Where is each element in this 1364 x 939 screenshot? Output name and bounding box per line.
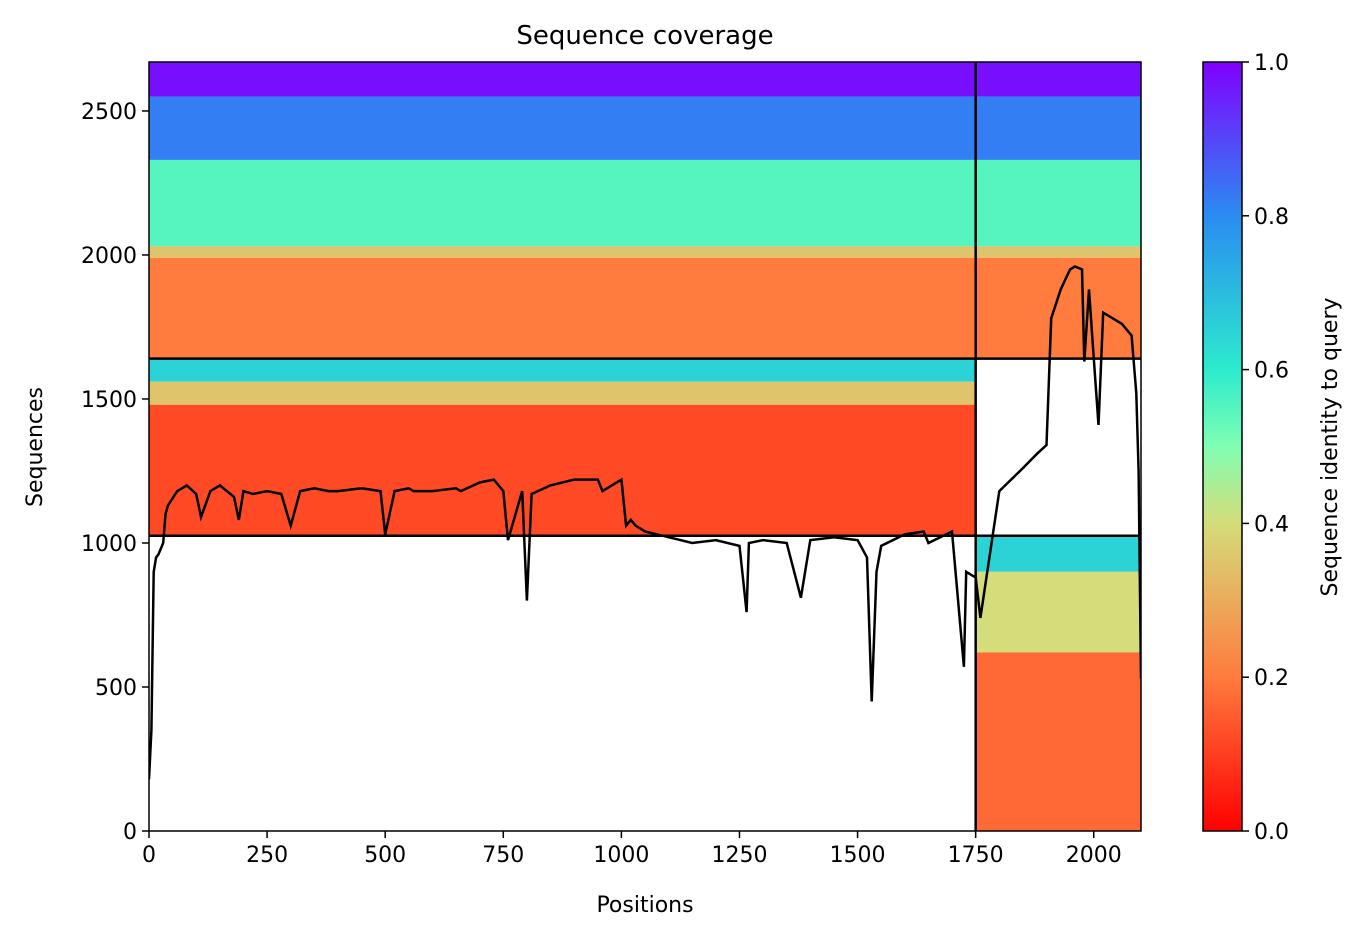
msa-band-paired [149,159,1141,247]
y-tick-label: 0 [123,820,137,845]
colorbar [1202,61,1243,832]
x-tick-label: 0 [142,843,156,868]
x-axis-title: Positions [596,893,693,918]
group-boundaries [149,62,1141,831]
msa-band-chain-A [149,381,976,405]
msa-band-chain-A [149,358,976,382]
msa-band-paired [149,257,1141,359]
colorbar-tick-label: 0.0 [1254,820,1289,845]
msa-band-chain-B [975,652,1141,831]
x-tick-label: 750 [482,843,524,868]
msa-heatmap [149,62,1141,831]
y-tick-label: 1000 [81,532,137,557]
msa-band-chain-B [975,535,1141,572]
colorbar-tick-label: 1.0 [1254,51,1289,76]
x-tick-label: 1500 [830,843,886,868]
colorbar-title: Sequence identity to query [1318,297,1343,596]
colorbar-tick-label: 0.2 [1254,666,1289,691]
x-tick-label: 250 [246,843,288,868]
chart-title: Sequence coverage [516,21,773,51]
y-tick-label: 1500 [81,388,137,413]
x-tick-label: 1250 [711,843,767,868]
y-axis: 0 500 1000 1500 2000 2500 [81,100,149,845]
y-tick-label: 500 [95,676,137,701]
x-tick-label: 2000 [1066,843,1122,868]
y-tick-label: 2000 [81,244,137,269]
x-tick-label: 1750 [948,843,1004,868]
colorbar-tick-label: 0.8 [1254,205,1289,230]
msa-band-chain-B [975,571,1141,653]
msa-band-chain-A [149,404,976,536]
colorbar-tick-label: 0.4 [1254,512,1289,537]
x-axis: 0 250 500 750 1000 1250 1500 1750 2000 [142,831,1122,868]
y-tick-label: 2500 [81,100,137,125]
colorbar-tick-label: 0.6 [1254,359,1289,384]
coverage-line [149,265,1141,780]
y-axis-title: Sequences [23,387,48,507]
msa-band-paired [149,96,1141,160]
plot-frame [148,61,1142,832]
msa-band-paired [149,62,1141,97]
x-tick-label: 1000 [593,843,649,868]
x-tick-label: 500 [364,843,406,868]
msa-band-paired [149,246,1141,258]
colorbar-axis: 0.0 0.2 0.4 0.6 0.8 1.0 [1242,51,1289,845]
